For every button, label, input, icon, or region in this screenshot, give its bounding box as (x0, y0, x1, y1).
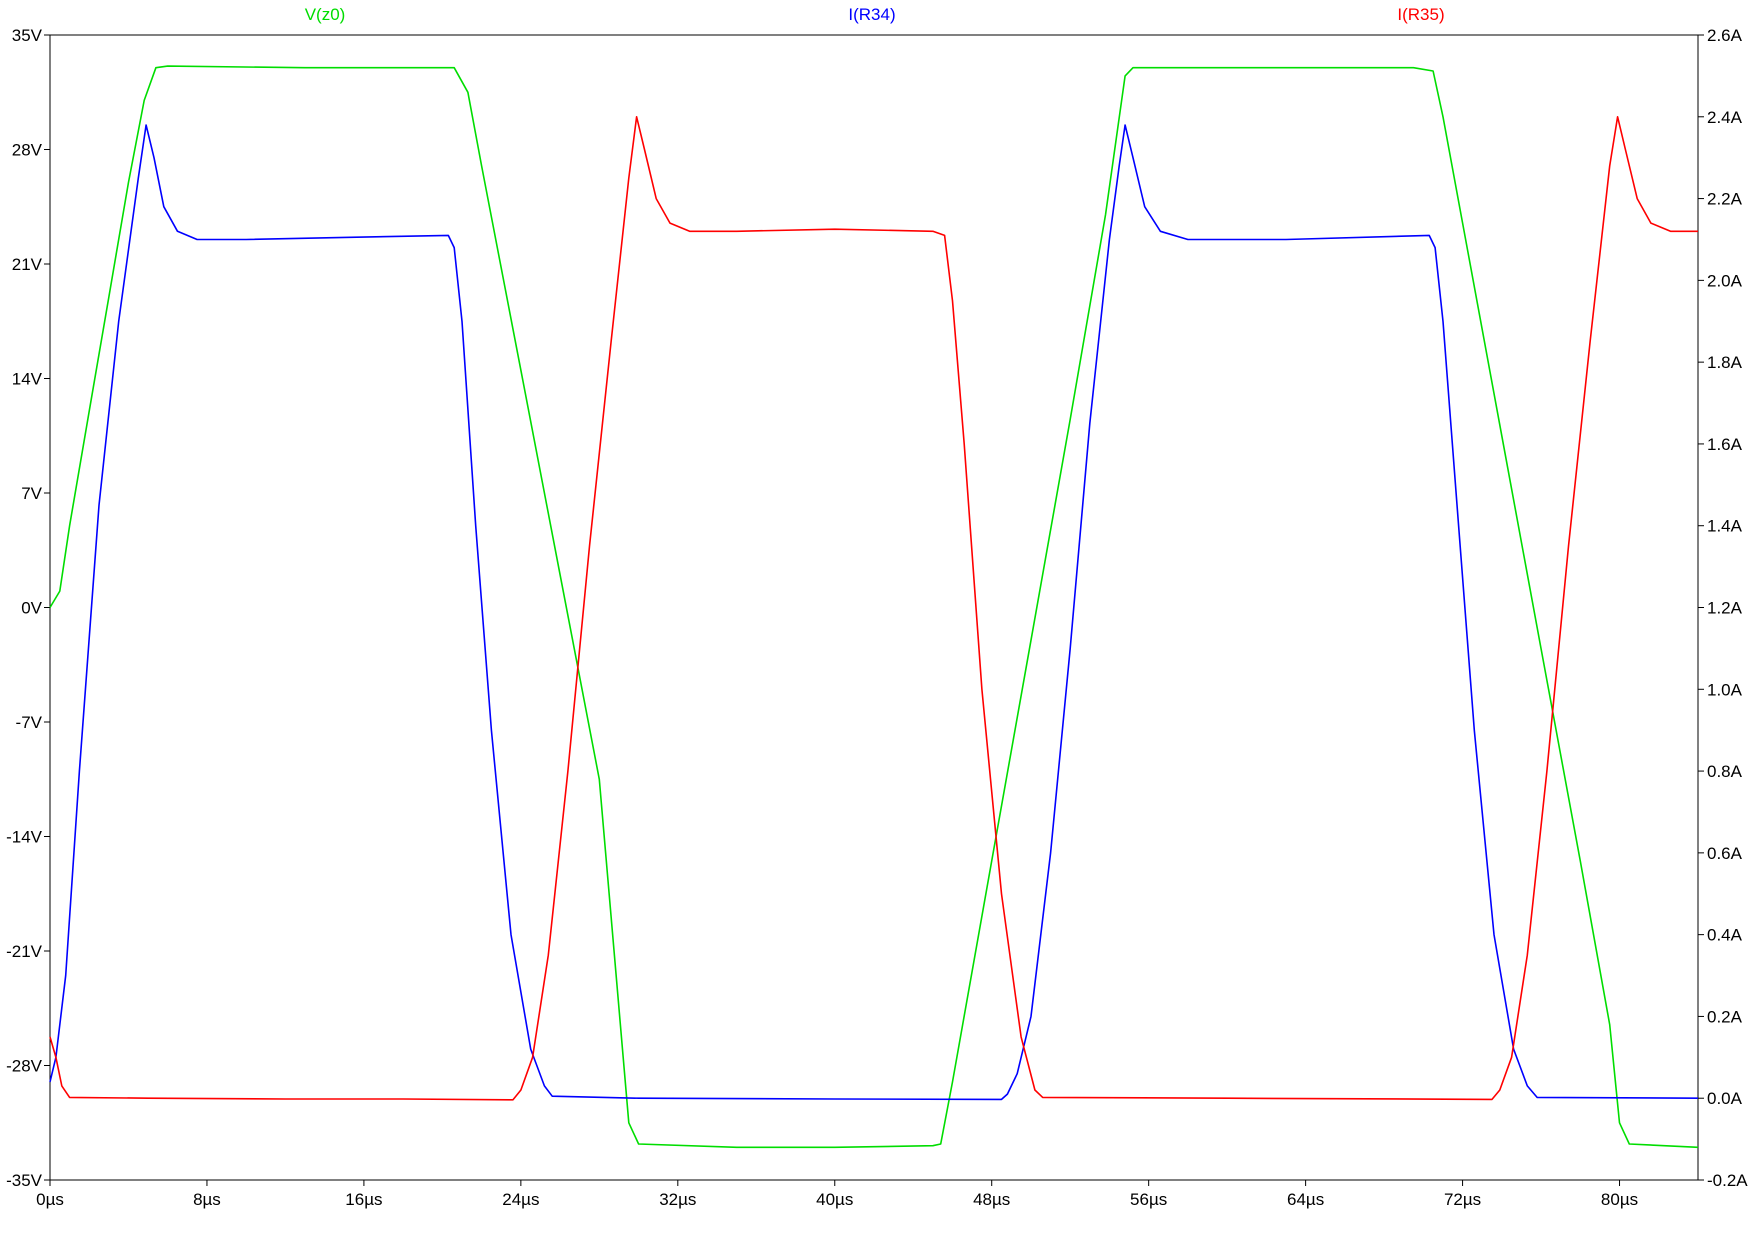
x-tick-label: 24µs (502, 1190, 539, 1209)
y-left-tick-label: 28V (12, 141, 43, 160)
y-right-tick-label: 2.6A (1707, 26, 1743, 45)
x-tick-label: 56µs (1130, 1190, 1167, 1209)
series-line-v-z0 (49, 65, 1699, 1149)
y-left-tick-label: 35V (12, 26, 43, 45)
x-tick-label: 64µs (1287, 1190, 1324, 1209)
x-tick-label: 8µs (193, 1190, 221, 1209)
y-right-tick-label: 1.6A (1707, 435, 1743, 454)
y-left-tick-label: -35V (6, 1171, 43, 1190)
x-axis: 0µs 8µs 16µs 24µs 32µs 40µs 48µs 56µs 64µs 72µs 80… (36, 1180, 1638, 1209)
legend-label: I(R34) (848, 5, 895, 24)
y-left-tick-label: 21V (12, 255, 43, 274)
y-right-tick-label: 1.0A (1707, 680, 1743, 699)
x-tick-label: 48µs (973, 1190, 1010, 1209)
y-right-tick-label: 2.2A (1707, 190, 1743, 209)
legend: V(z0) I(R34) I(R35) (305, 5, 1445, 24)
y-right-tick-label: 2.4A (1707, 108, 1743, 127)
x-tick-label: 32µs (659, 1190, 696, 1209)
y-right-tick-label: 1.8A (1707, 353, 1743, 372)
y-left-tick-label: 14V (12, 370, 43, 389)
legend-label: I(R35) (1397, 5, 1444, 24)
x-tick-label: 16µs (345, 1190, 382, 1209)
y-left-tick-label: 0V (21, 599, 42, 618)
x-tick-label: 80µs (1601, 1190, 1638, 1209)
series-line-i-r34 (49, 124, 1699, 1101)
y-right-tick-label: 1.2A (1707, 599, 1743, 618)
plot-frame (49, 34, 1699, 1181)
x-tick-label: 0µs (36, 1190, 64, 1209)
y-left-tick-label: -14V (6, 828, 43, 847)
y-right-tick-label: -0.2A (1707, 1171, 1748, 1190)
y-left-tick-label: -7V (16, 713, 43, 732)
y-left-tick-label: -21V (6, 942, 43, 961)
x-tick-label: 72µs (1444, 1190, 1481, 1209)
legend-label: V(z0) (305, 5, 346, 24)
y-right-tick-label: 0.6A (1707, 844, 1743, 863)
y-left-tick-label: -28V (6, 1057, 43, 1076)
y-right-tick-label: 0.2A (1707, 1007, 1743, 1026)
y-right-tick-label: 0.8A (1707, 762, 1743, 781)
y-axis-left: 35V 28V 21V 14V 7V 0V -7V -14V -21V -28V -35V (6, 26, 50, 1190)
y-right-tick-label: 1.4A (1707, 517, 1743, 536)
y-left-tick-label: 7V (21, 484, 42, 503)
series-line-i-r35 (49, 116, 1698, 1101)
y-axis-right: 2.6A 2.4A 2.2A 2.0A 1.8A 1.6A 1.4A 1.2A 1.0A 0.8A… (1698, 26, 1748, 1190)
y-right-tick-label: 0.0A (1707, 1089, 1743, 1108)
traces (49, 65, 1699, 1149)
x-tick-label: 40µs (816, 1190, 853, 1209)
y-right-tick-label: 0.4A (1707, 926, 1743, 945)
y-right-tick-label: 2.0A (1707, 271, 1743, 290)
